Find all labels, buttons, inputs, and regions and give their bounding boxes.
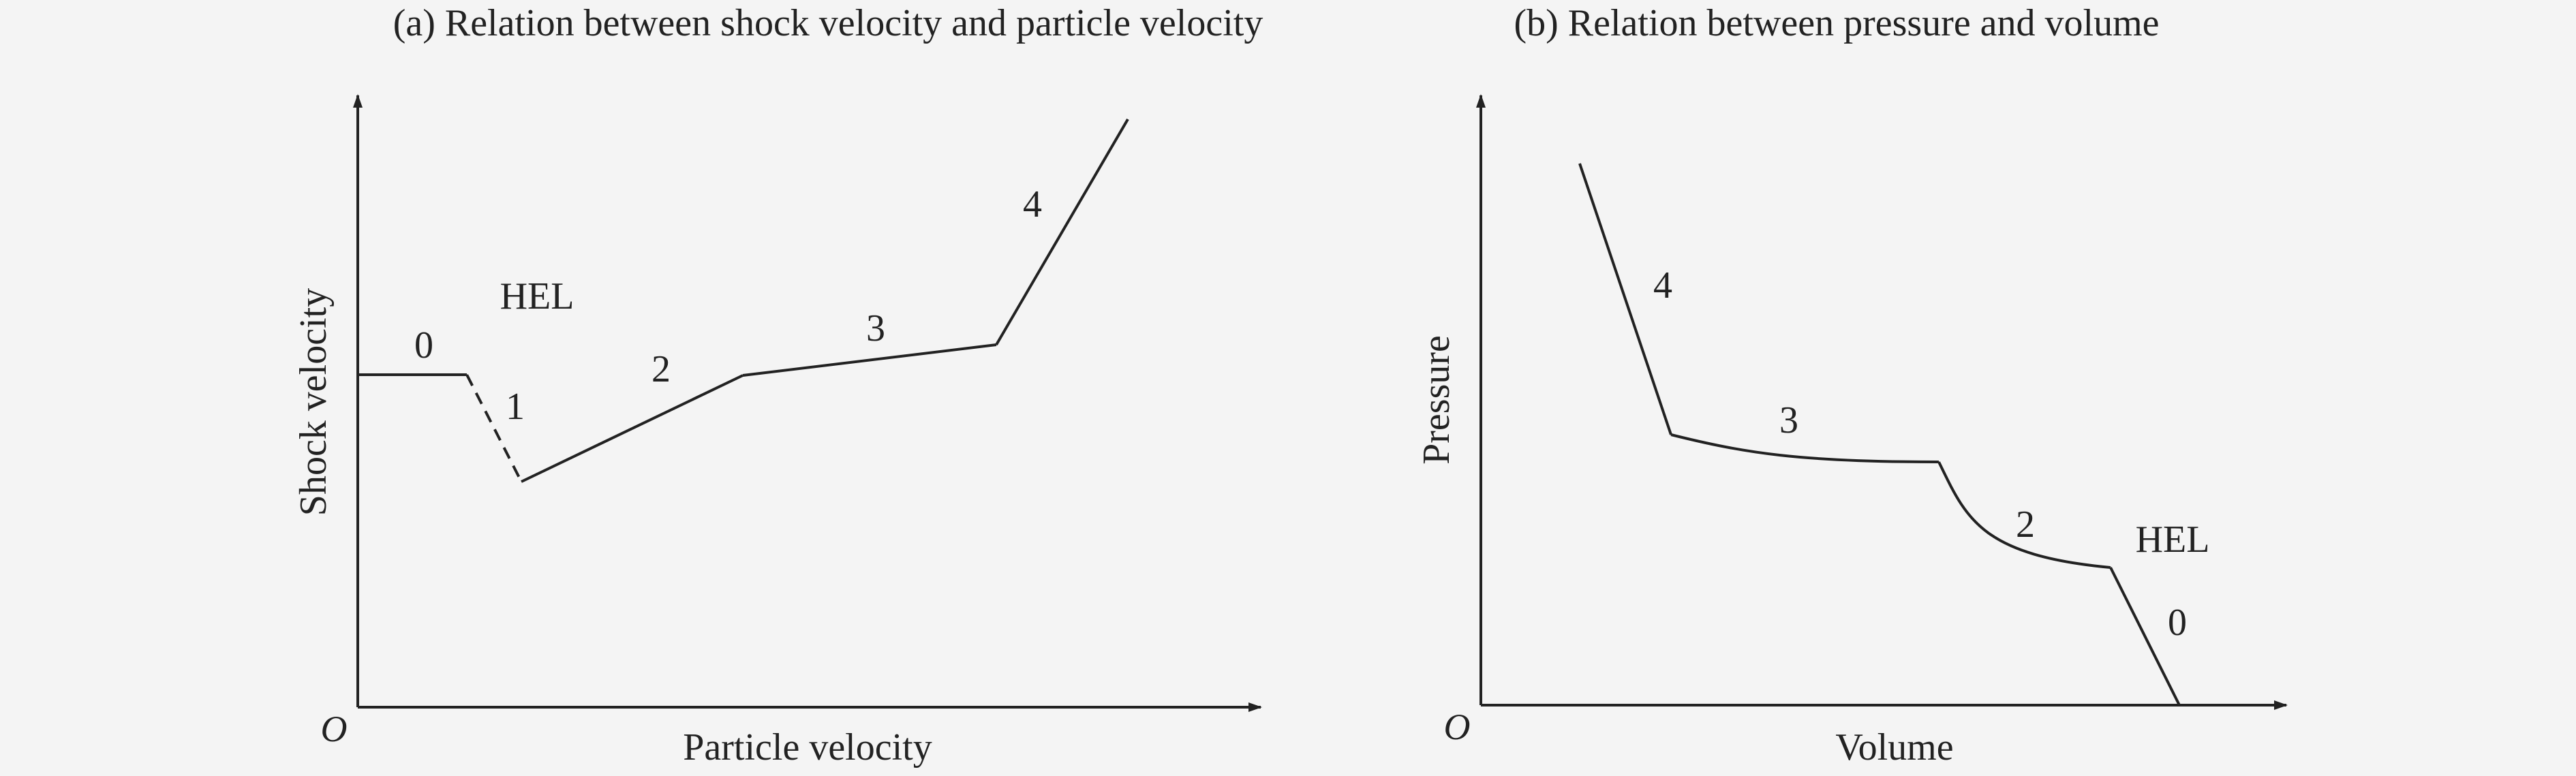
- panel-b-title: (b) Relation between pressure and volume: [1514, 2, 2159, 44]
- panel-b-segment-label-2: 2: [2016, 503, 2035, 546]
- panel-a-x-axis-label: Particle velocity: [683, 726, 932, 769]
- panel-b-segment-label-0: 0: [2168, 602, 2187, 644]
- panel-b-segment-3: [1670, 433, 1939, 463]
- panel-a-title: (a) Relation between shock velocity and …: [393, 2, 1263, 44]
- panel-b-hel-label: HEL: [2136, 518, 2210, 561]
- panel-a-segment-4: [995, 118, 1129, 346]
- panel-b-segment-2: [1937, 461, 2111, 569]
- panel-b-segment-label-4: 4: [1653, 264, 1672, 307]
- panel-a-hel-label: HEL: [500, 275, 574, 317]
- panel-a-origin-label: O: [321, 709, 348, 749]
- panel-a: (a) Relation between shock velocity and …: [292, 2, 1263, 769]
- panel-b-segment-0: [2109, 567, 2181, 706]
- panel-a-segment-label-1: 1: [506, 386, 525, 428]
- panel-a-segment-label-4: 4: [1023, 183, 1042, 226]
- panel-a-segment-label-2: 2: [651, 348, 671, 390]
- panel-a-segment-3: [742, 343, 997, 377]
- panel-a-y-axis-label: Shock velocity: [292, 288, 335, 516]
- panel-a-segment-label-0: 0: [414, 324, 433, 367]
- panel-b-segment-label-3: 3: [1779, 399, 1798, 441]
- panel-b-x-axis-label: Volume: [1835, 726, 1953, 769]
- panel-b-y-axis-label: Pressure: [1415, 335, 1458, 465]
- panel-b-segment-4: [1578, 163, 1672, 435]
- panel-b-origin-label: O: [1444, 707, 1471, 747]
- panel-b: (b) Relation between pressure and volume…: [1415, 2, 2288, 769]
- panel-a-segment-2: [521, 374, 743, 483]
- panel-a-segment-label-3: 3: [866, 307, 885, 350]
